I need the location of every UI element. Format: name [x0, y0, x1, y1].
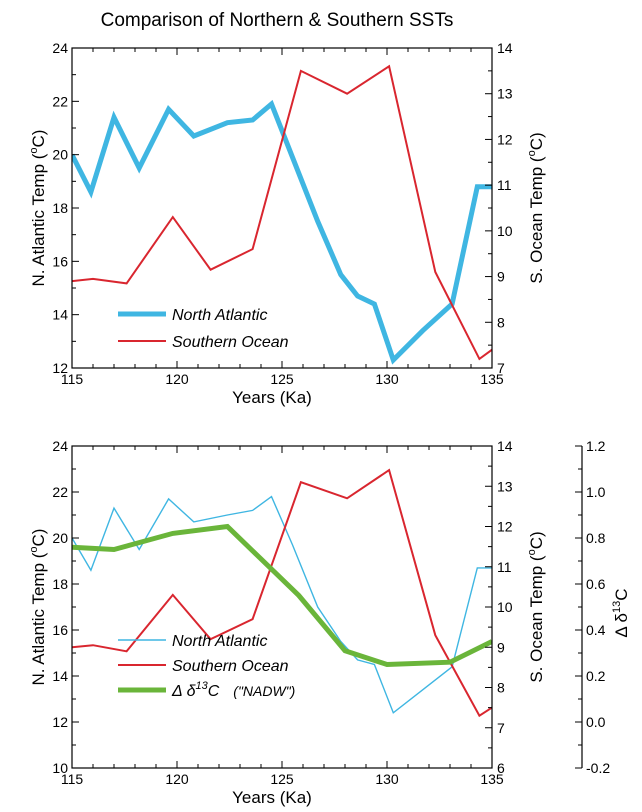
y-left-axis-label-end: C) [29, 130, 48, 148]
legend-label-2: Southern Ocean [172, 658, 289, 675]
y-left-tick-label: 12 [52, 360, 68, 376]
x-tick-label: 130 [375, 371, 399, 387]
chart-title: Comparison of Northern & Southern SSTs [101, 10, 454, 31]
y-left-axis-label-main: N. Atlantic Temp ( [29, 552, 48, 685]
y-right-axis-label-main: S. Ocean Temp ( [527, 555, 546, 683]
y-left-tick-label: 22 [52, 484, 68, 500]
y-far-tick-label: 1.0 [586, 484, 606, 500]
series-line-2 [72, 64, 492, 361]
y-right-axis-label-main: S. Ocean Temp ( [527, 156, 546, 284]
y-left-tick-label: 24 [52, 40, 68, 56]
y-left-tick-label: 14 [52, 307, 68, 323]
y-left-tick-label: 12 [52, 714, 68, 730]
y-right-tick-label: 9 [497, 639, 505, 655]
y-left-axis-label-end: C) [29, 529, 48, 547]
legend-c: C [208, 683, 220, 700]
x-axis-label: Years (Ka) [232, 788, 312, 807]
series-line-1 [72, 495, 492, 714]
plot-frame [71, 445, 493, 769]
y-left-axis-label-main: N. Atlantic Temp ( [29, 153, 48, 286]
x-tick-label: 125 [270, 771, 294, 787]
y-far-tick-label: 1.2 [586, 438, 606, 454]
y-far-axis-label-sup: 13 [611, 601, 623, 613]
y-right-axis-label-end: C) [527, 132, 546, 150]
x-tick-label: 115 [61, 371, 84, 387]
y-right-tick-label: 7 [497, 720, 505, 736]
legend-label-2: Southern Ocean [172, 334, 289, 351]
y-right-tick-label: 10 [497, 599, 513, 615]
y-right-tick-label: 11 [497, 177, 512, 193]
y-right-tick-label: 6 [497, 760, 505, 776]
y-right-tick-label: 7 [497, 360, 505, 376]
series-line-2 [72, 468, 492, 718]
x-tick-label: 135 [480, 371, 504, 387]
y-far-tick-label: 0.6 [586, 576, 606, 592]
legend-note: ("NADW") [233, 683, 295, 699]
x-tick-label: 120 [165, 771, 189, 787]
y-right-tick-label: 11 [497, 559, 512, 575]
legend-delta: Δ δ [171, 683, 197, 700]
series-line-1 [72, 99, 492, 365]
x-tick-label: 115 [61, 771, 84, 787]
y-left-tick-label: 16 [52, 622, 68, 638]
y-right-tick-label: 12 [497, 519, 513, 535]
y-far-axis-label: Δ δ13C [611, 588, 631, 637]
y-left-tick-label: 24 [52, 438, 68, 454]
legend-label-3: Δ δ13C ("NADW") [171, 680, 295, 700]
panel-bottom: 115 120 125 130 135 Years (Ka) 10 12 14 16 18 20 22 2… [28, 438, 631, 807]
x-tick-label: 135 [480, 771, 504, 787]
y-left-tick-label: 20 [52, 530, 68, 546]
y-far-tick-label: 0.0 [586, 714, 606, 730]
y-left-tick-label: 18 [52, 576, 68, 592]
y-right-axis-label: S. Ocean Temp (oC) [526, 132, 546, 283]
y-right-axis-label-sup: o [526, 150, 538, 156]
y-far-axis-label-delta: Δ δ [612, 613, 631, 638]
y-right-axis-label-sup: o [526, 549, 538, 555]
y-far-tick-label: 0.4 [586, 622, 606, 638]
y-far-tick-label: 0.8 [586, 530, 606, 546]
y-right-tick-label: 14 [497, 40, 513, 56]
x-tick-label: 120 [165, 371, 189, 387]
panel-top: 115 120 125 130 135 Years (Ka) 12 14 16 18 20 22 24 7… [28, 40, 546, 407]
y-right-tick-label: 9 [497, 269, 505, 285]
y-left-tick-label: 14 [52, 668, 68, 684]
y-left-axis-label-sup: o [28, 546, 40, 552]
y-right-tick-label: 10 [497, 223, 513, 239]
y-left-tick-label: 10 [52, 760, 68, 776]
y-right-tick-label: 13 [497, 478, 513, 494]
y-left-axis-label: N. Atlantic Temp (oC) [28, 130, 48, 287]
y-right-axis-label: S. Ocean Temp (oC) [526, 531, 546, 682]
y-left-axis-label-sup: o [28, 147, 40, 153]
legend-label-1: North Atlantic [172, 307, 267, 324]
y-right-tick-label: 14 [497, 438, 513, 454]
y-left-tick-label: 18 [52, 200, 68, 216]
y-right-tick-label: 8 [497, 314, 505, 330]
legend-sup: 13 [195, 680, 208, 692]
legend-label-1: North Atlantic [172, 633, 267, 650]
y-left-tick-label: 20 [52, 147, 68, 163]
x-tick-label: 130 [375, 771, 399, 787]
y-right-tick-label: 12 [497, 131, 513, 147]
series-line-3 [72, 523, 492, 668]
plot-frame [71, 47, 493, 369]
x-axis-label: Years (Ka) [232, 388, 312, 407]
y-right-tick-label: 8 [497, 680, 505, 696]
y-right-tick-label: 13 [497, 86, 513, 102]
y-far-tick-label: -0.2 [586, 760, 610, 776]
y-left-tick-label: 22 [52, 93, 68, 109]
y-left-axis-label: N. Atlantic Temp (oC) [28, 529, 48, 686]
y-right-axis-label-end: C) [527, 531, 546, 549]
y-left-tick-label: 16 [52, 253, 68, 269]
y-far-tick-label: 0.2 [586, 668, 606, 684]
x-tick-label: 125 [270, 371, 294, 387]
y-far-axis-label-end: C [612, 588, 631, 600]
